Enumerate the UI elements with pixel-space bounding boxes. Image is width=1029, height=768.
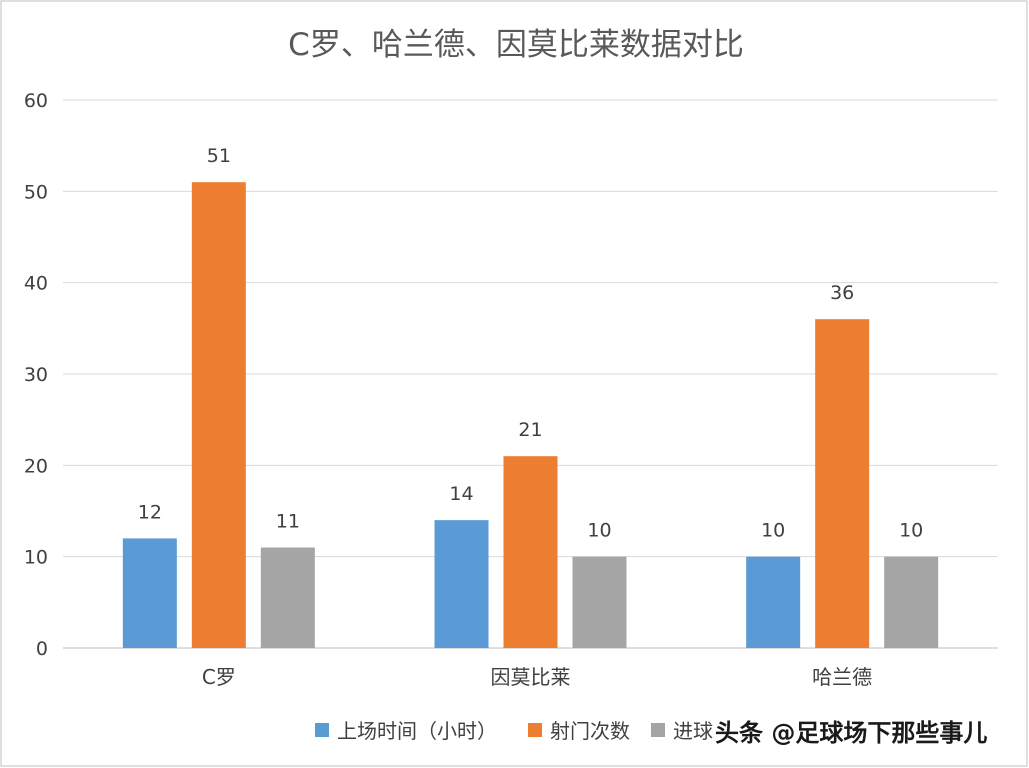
- category-label: 因莫比莱: [491, 665, 571, 689]
- data-labels: 12 51 11 14 21 10 10 36 10: [138, 145, 924, 541]
- category-label: 哈兰德: [812, 665, 872, 689]
- x-axis-categories: C罗 因莫比莱 哈兰德: [202, 665, 872, 689]
- y-tick-label: 0: [36, 638, 48, 660]
- y-tick-label: 30: [24, 364, 48, 386]
- bar: [815, 319, 870, 648]
- y-tick-label: 40: [24, 273, 48, 295]
- y-axis-ticks: 0 10 20 30 40 50 60: [24, 90, 48, 660]
- bar: [122, 538, 177, 648]
- y-tick-label: 60: [24, 90, 48, 112]
- legend: 上场时间（小时） 射门次数 进球: [315, 719, 713, 743]
- legend-label: 上场时间（小时）: [337, 719, 497, 743]
- data-label: 11: [276, 511, 300, 533]
- bars: [122, 182, 939, 648]
- legend-swatch: [528, 723, 542, 737]
- bar: [191, 182, 246, 648]
- legend-swatch: [651, 723, 665, 737]
- data-label: 10: [899, 520, 923, 542]
- watermark: 头条 @足球场下那些事儿: [715, 719, 987, 747]
- data-label: 21: [518, 419, 542, 441]
- bar: [434, 520, 489, 648]
- legend-swatch: [315, 723, 329, 737]
- bar: [884, 556, 939, 648]
- data-label: 10: [587, 520, 611, 542]
- data-label: 10: [761, 520, 785, 542]
- chart-title: C罗、哈兰德、因莫比莱数据对比: [288, 27, 744, 63]
- bar: [260, 547, 315, 648]
- legend-label: 射门次数: [550, 719, 630, 743]
- bar: [746, 556, 801, 648]
- bar: [572, 556, 627, 648]
- y-tick-label: 50: [24, 181, 48, 203]
- category-label: C罗: [202, 665, 236, 689]
- y-tick-label: 10: [24, 547, 48, 569]
- y-tick-label: 20: [24, 455, 48, 477]
- bar: [503, 456, 558, 648]
- data-label: 51: [207, 145, 231, 167]
- legend-label: 进球: [673, 719, 713, 743]
- data-label: 36: [830, 282, 854, 304]
- data-label: 12: [138, 501, 162, 523]
- data-label: 14: [449, 483, 473, 505]
